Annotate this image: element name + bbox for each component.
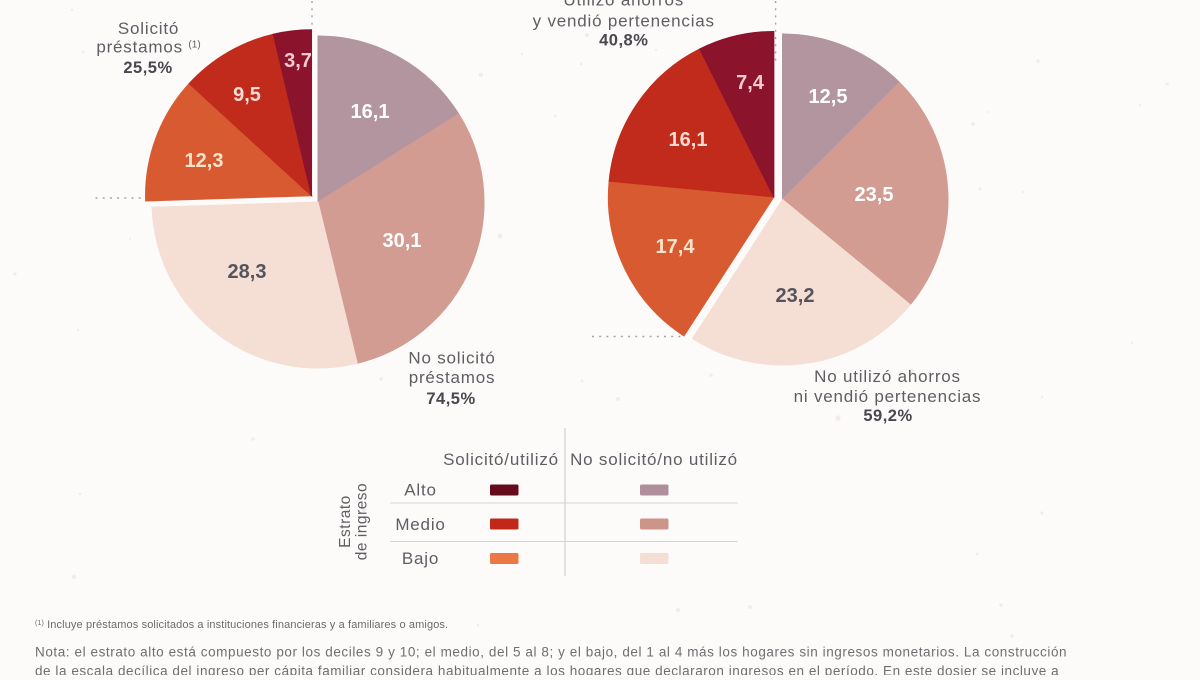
svg-text:12,5: 12,5	[809, 86, 848, 108]
svg-text:préstamos: préstamos	[409, 368, 496, 387]
svg-text:16,1: 16,1	[669, 129, 708, 151]
svg-text:ni vendió pertenencias: ni vendió pertenencias	[794, 387, 982, 406]
svg-text:28,3: 28,3	[228, 261, 267, 283]
svg-text:y vendió pertenencias: y vendió pertenencias	[533, 12, 715, 31]
svg-text:7,4: 7,4	[736, 72, 765, 94]
svg-text:23,2: 23,2	[776, 285, 815, 307]
svg-text:préstamos (1): préstamos (1)	[96, 38, 200, 57]
svg-text:30,1: 30,1	[383, 230, 422, 252]
svg-text:Medio: Medio	[395, 515, 445, 534]
svg-text:Utilizó ahorros: Utilizó ahorros	[563, 0, 684, 10]
svg-text:Bajo: Bajo	[402, 549, 439, 568]
svg-text:Estrato: Estrato	[337, 495, 354, 548]
svg-text:Nota: el estrato alto está com: Nota: el estrato alto está compuesto por…	[35, 645, 1067, 660]
svg-text:40,8%: 40,8%	[599, 32, 648, 50]
svg-text:9,5: 9,5	[233, 84, 261, 106]
svg-text:12,3: 12,3	[185, 150, 224, 172]
svg-text:Solicitó/utilizó: Solicitó/utilizó	[443, 450, 559, 469]
svg-text:No solicitó: No solicitó	[408, 349, 495, 368]
svg-text:3,7: 3,7	[284, 50, 312, 72]
svg-text:de ingreso: de ingreso	[354, 483, 371, 560]
svg-text:Alto: Alto	[404, 481, 437, 500]
svg-text:Solicitó: Solicitó	[118, 19, 179, 38]
svg-text:74,5%: 74,5%	[426, 390, 475, 408]
svg-text:23,5: 23,5	[855, 184, 894, 206]
svg-text:No solicitó/no utilizó: No solicitó/no utilizó	[570, 450, 738, 469]
svg-text:59,2%: 59,2%	[863, 407, 912, 425]
svg-text:No utilizó ahorros: No utilizó ahorros	[814, 367, 961, 386]
svg-text:25,5%: 25,5%	[123, 59, 172, 77]
svg-text:17,4: 17,4	[656, 236, 696, 258]
svg-text:de la escala decílica del ingr: de la escala decílica del ingreso per cá…	[35, 664, 1059, 676]
svg-text:16,1: 16,1	[351, 101, 390, 123]
svg-text:(1) Incluye préstamos solicita: (1) Incluye préstamos solicitados a inst…	[35, 619, 448, 631]
